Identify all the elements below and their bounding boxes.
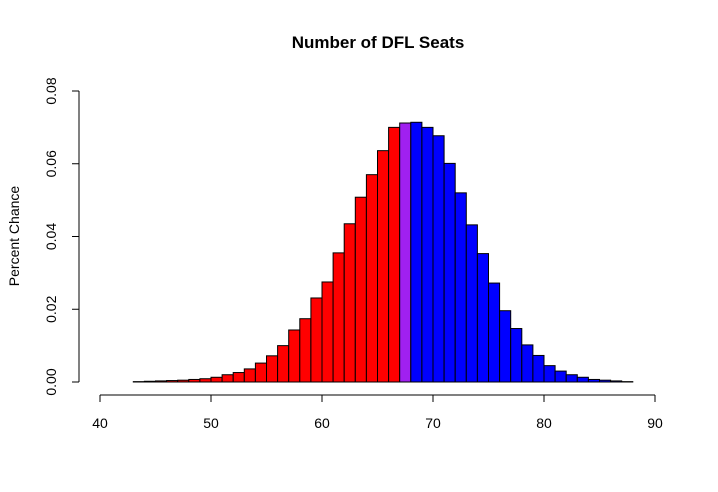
bar [576, 376, 589, 383]
bar [476, 253, 489, 383]
x-tick-label: 40 [92, 415, 108, 431]
bar [266, 355, 279, 383]
bar [532, 354, 545, 383]
y-axis: 0.00 0.02 0.04 0.06 0.08 [43, 77, 80, 396]
bar [399, 122, 412, 383]
bar [454, 192, 467, 383]
bar [221, 374, 234, 383]
x-tick-label: 80 [536, 415, 552, 431]
bar-group [132, 121, 634, 383]
bar [177, 379, 190, 383]
bar [443, 162, 456, 383]
bar [288, 329, 301, 383]
bar [543, 365, 556, 383]
bar [554, 370, 567, 383]
x-tick-label: 70 [425, 415, 441, 431]
y-tick-label: 0.04 [43, 223, 59, 250]
bar [610, 380, 623, 383]
x-tick-label: 50 [203, 415, 219, 431]
bar [254, 362, 267, 383]
bar [499, 310, 512, 383]
bar [565, 374, 578, 383]
bar [587, 378, 601, 383]
bar [488, 282, 501, 383]
y-tick-label: 0.02 [43, 295, 59, 322]
bar [421, 126, 434, 383]
bar [521, 344, 534, 383]
bar [343, 223, 356, 383]
bar [432, 135, 445, 383]
bar [277, 345, 290, 383]
bar [310, 297, 323, 383]
bar [377, 150, 390, 383]
y-axis-label: Percent Chance [6, 186, 22, 287]
bar [166, 380, 179, 383]
bar [354, 196, 367, 383]
y-tick-label: 0.06 [43, 150, 59, 177]
bar [143, 380, 156, 383]
chart-title: Number of DFL Seats [292, 33, 465, 52]
bar [188, 378, 201, 383]
bar [599, 379, 612, 383]
bar [210, 376, 223, 383]
bar [232, 372, 245, 383]
bar [299, 318, 312, 383]
bar [465, 224, 478, 383]
bar [321, 281, 334, 383]
bar [388, 126, 401, 383]
y-tick-label: 0.08 [43, 77, 59, 104]
bar [510, 328, 523, 383]
bar [199, 378, 212, 383]
y-tick-label: 0.00 [43, 368, 59, 395]
bar [243, 368, 256, 383]
bar [332, 252, 345, 383]
x-axis: 40 50 60 70 80 90 [92, 394, 663, 431]
bar [365, 174, 378, 383]
x-tick-label: 60 [314, 415, 330, 431]
bar [155, 380, 168, 383]
bar [410, 121, 423, 383]
x-tick-label: 90 [647, 415, 663, 431]
